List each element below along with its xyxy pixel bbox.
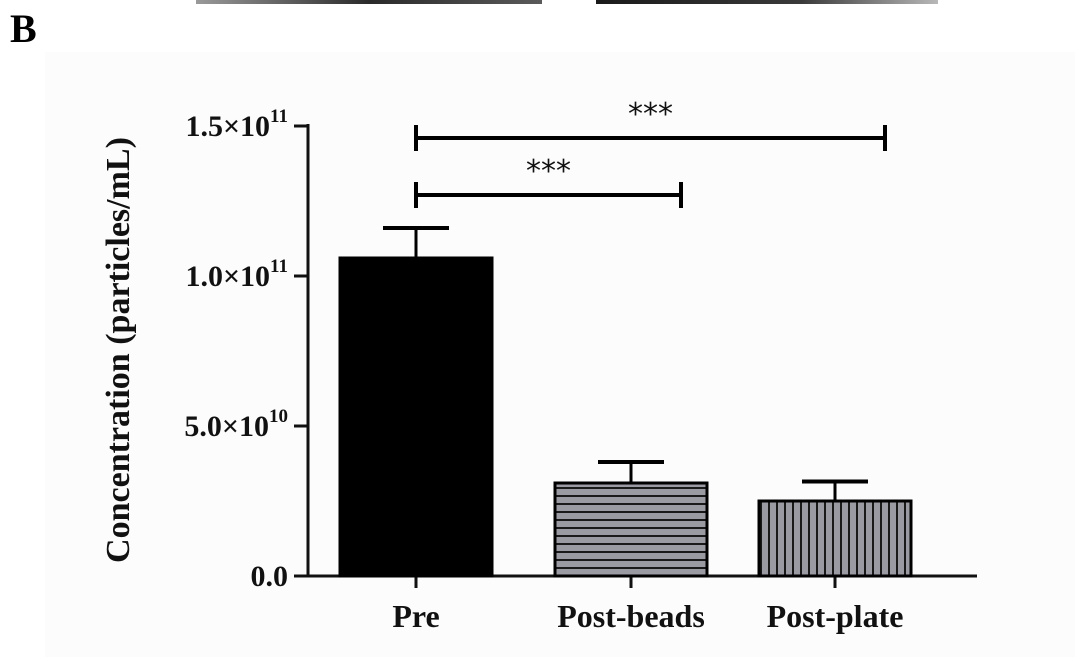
y-tick-mantissa-0: 0.0 (251, 560, 289, 593)
upper-panel-edge-left (196, 0, 542, 4)
upper-panel-edge-right (596, 0, 938, 4)
y-tick-label-1: 5.0×1010 (184, 406, 288, 443)
y-tick-exponent-3: 11 (270, 106, 288, 127)
x-tick-label-1: Post-beads (557, 598, 705, 634)
y-tick-mantissa-3: 1.5×10 (185, 110, 270, 143)
y-tick-label-2: 1.0×1011 (185, 256, 288, 293)
top-image-strip (0, 0, 1084, 6)
significance-brackets: *** *** (414, 97, 887, 208)
panel-label: B (10, 6, 37, 51)
y-tick-mantissa-2: 1.0×10 (185, 260, 270, 293)
bars (338, 256, 913, 578)
y-tick-mantissa-1: 5.0×10 (184, 410, 269, 443)
sig-label-1: *** (628, 97, 673, 132)
y-tick-label-3: 1.5×1011 (185, 106, 288, 143)
bar-pre (338, 256, 494, 578)
bar-post-plate (757, 499, 913, 578)
y-axis-label: Concentration (particles/mL) (100, 137, 137, 563)
sig-label-0: *** (526, 154, 571, 189)
bar-post-beads (553, 481, 709, 578)
y-tick-label-0: 0.0 (251, 560, 289, 593)
y-tick-exponent-1: 10 (269, 406, 288, 427)
chart-frame: *** *** 0.0 5.0×1010 1.0×1011 1.5×1011 Pre Pos… (45, 52, 1075, 657)
y-tick-exponent-2: 11 (270, 256, 288, 277)
x-tick-label-2: Post-plate (767, 598, 904, 634)
error-bars (383, 226, 868, 501)
x-tick-label-0: Pre (392, 598, 439, 634)
